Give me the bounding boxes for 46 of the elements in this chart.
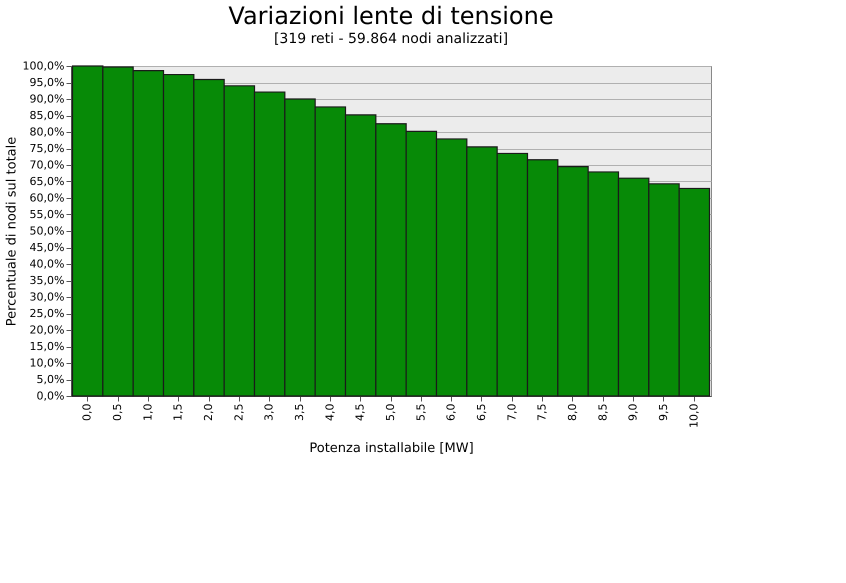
x-tick-label: 6,5 <box>474 404 488 421</box>
x-tick-label: 7,5 <box>536 404 549 421</box>
x-tick-label: 0,5 <box>111 404 124 421</box>
x-tick-label: 2,5 <box>232 404 246 421</box>
y-tick-label: 70,0% <box>30 158 64 172</box>
y-tick-label: 15,0% <box>30 340 64 353</box>
y-tick-label: 55,0% <box>30 208 64 221</box>
x-tick-label: 10,0 <box>687 404 700 428</box>
y-tick-label: 45,0% <box>30 241 64 254</box>
y-tick-label: 0,0% <box>36 390 64 402</box>
y-tick-label: 50,0% <box>30 224 64 238</box>
x-tick-label: 1,0 <box>141 404 154 421</box>
x-tick-label: 8,0 <box>566 404 579 421</box>
x-tick-label: 8,5 <box>596 404 610 421</box>
y-tick-label: 100,0% <box>22 60 64 72</box>
x-tick-label: 6,0 <box>444 404 458 421</box>
y-tick-label: 80,0% <box>30 126 64 138</box>
y-tick-label: 10,0% <box>30 356 64 370</box>
x-axis-title: Potenza installabile [MW] <box>309 440 474 456</box>
y-tick-label: 40,0% <box>30 258 64 270</box>
x-tick-label: 4,5 <box>354 404 367 421</box>
y-tick-label: 65,0% <box>30 175 64 188</box>
x-tick-label: 3,0 <box>262 404 276 421</box>
x-tick-label: 2,0 <box>202 404 216 421</box>
y-tick-label: 20,0% <box>30 324 64 336</box>
y-tick-label: 90,0% <box>30 92 64 106</box>
y-tick-label: 75,0% <box>30 142 64 155</box>
y-tick-label: 30,0% <box>30 290 64 304</box>
x-tick-label: 5,0 <box>384 404 397 421</box>
chart-title: Variazioni lente di tensione <box>228 2 554 30</box>
x-tick-label: 3,5 <box>293 404 306 421</box>
chart-subtitle: [319 reti - 59.864 nodi analizzati] <box>274 31 508 47</box>
y-axis-title: Percentuale di nodi sul totale <box>4 136 20 326</box>
x-tick-label: 7,0 <box>505 404 518 421</box>
y-tick-label: 35,0% <box>30 274 64 287</box>
y-tick-label: 85,0% <box>30 109 64 122</box>
y-tick-label: 25,0% <box>30 307 64 320</box>
y-tick-label: 5,0% <box>36 373 64 386</box>
y-tick-label: 60,0% <box>30 192 64 204</box>
x-tick-label: 0,0 <box>80 404 94 421</box>
x-tick-label: 4,0 <box>323 404 336 421</box>
y-tick-label: 95,0% <box>30 76 64 89</box>
x-tick-label: 1,5 <box>172 404 185 421</box>
x-tick-label: 9,0 <box>626 404 640 421</box>
x-tick-label: 9,5 <box>656 404 670 421</box>
x-tick-label: 5,5 <box>414 404 428 421</box>
